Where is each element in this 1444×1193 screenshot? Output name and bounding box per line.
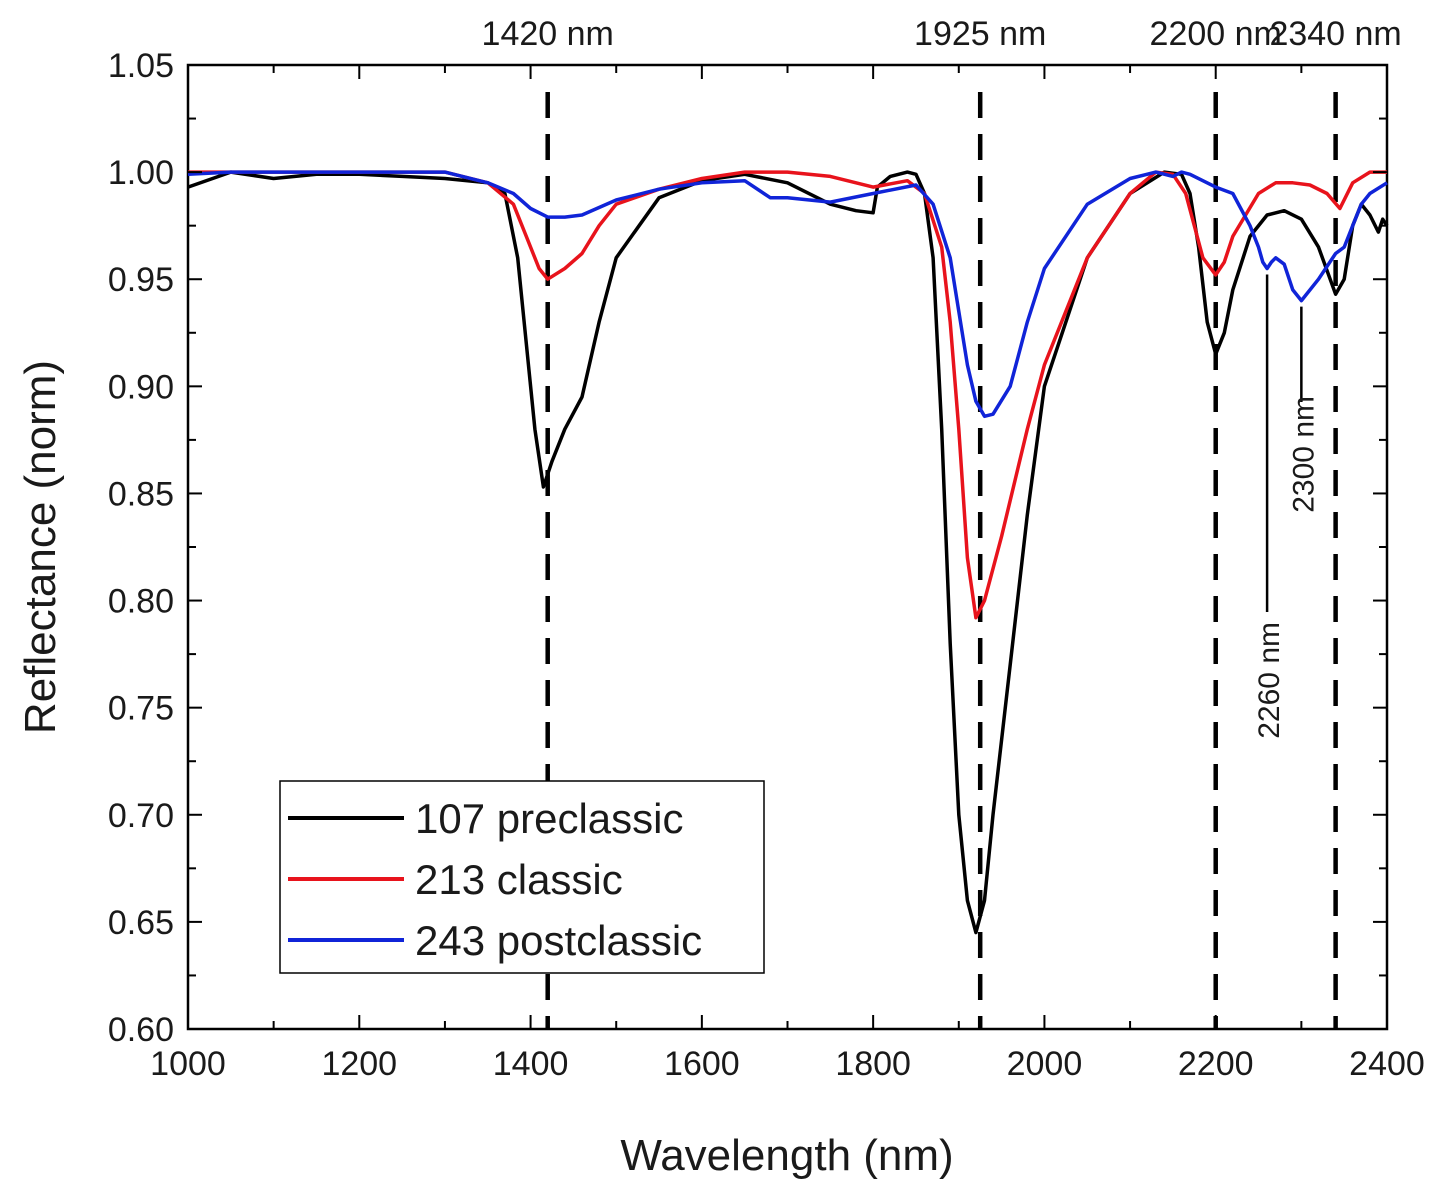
y-tick-label: 0.75 — [108, 690, 174, 728]
y-tick-label: 1.05 — [108, 47, 174, 85]
y-tick-label: 1.00 — [108, 154, 174, 192]
x-tick-label: 1600 — [664, 1045, 740, 1083]
reference-line-label: 2200 nm — [1150, 15, 1282, 53]
series-lines — [187, 170, 1389, 935]
reference-line-label: 1420 nm — [482, 15, 614, 53]
legend-label: 243 postclassic — [415, 917, 702, 964]
reference-line-label: 2340 nm — [1269, 15, 1401, 53]
x-tick-label: 1800 — [835, 1045, 911, 1083]
x-tick-label: 1000 — [150, 1045, 226, 1083]
series-line-243 — [187, 170, 1388, 419]
annotation-label-2300: 2300 nm — [1287, 396, 1320, 513]
y-tick-label: 0.70 — [108, 797, 174, 835]
reference-line-label: 1925 nm — [914, 15, 1046, 53]
x-tick-label: 1200 — [321, 1045, 397, 1083]
legend: 107 preclassic 213 classic 243 postclassic — [279, 780, 765, 974]
y-tick-label: 0.60 — [108, 1011, 174, 1049]
y-tick-label: 0.80 — [108, 583, 174, 621]
x-tick-label: 2000 — [1007, 1045, 1083, 1083]
series-line-107 — [187, 170, 1389, 935]
x-tick-labels: 1000 1200 1400 1600 1800 2000 2200 2400 — [150, 1045, 1425, 1083]
axis-ticks — [187, 64, 1388, 1030]
x-tick-label: 2400 — [1349, 1045, 1425, 1083]
x-axis-title: Wavelength (nm) — [620, 1131, 953, 1180]
peak-annotations: 2260 nm 2300 nm — [1253, 274, 1320, 739]
y-tick-label: 0.95 — [108, 261, 174, 299]
y-tick-label: 0.85 — [108, 475, 174, 513]
y-tick-labels: 0.60 0.65 0.70 0.75 0.80 0.85 0.90 0.95 1.00 1.05 — [108, 47, 174, 1049]
y-tick-label: 0.90 — [108, 368, 174, 406]
x-tick-label: 1400 — [493, 1045, 569, 1083]
x-tick-label: 2200 — [1178, 1045, 1254, 1083]
y-axis-title: Reflectance (norm) — [16, 360, 65, 734]
series-line-213 — [188, 170, 1387, 620]
legend-label: 107 preclassic — [415, 795, 683, 842]
legend-label: 213 classic — [415, 856, 623, 903]
y-tick-label: 0.65 — [108, 904, 174, 942]
annotation-label-2260: 2260 nm — [1253, 622, 1286, 739]
